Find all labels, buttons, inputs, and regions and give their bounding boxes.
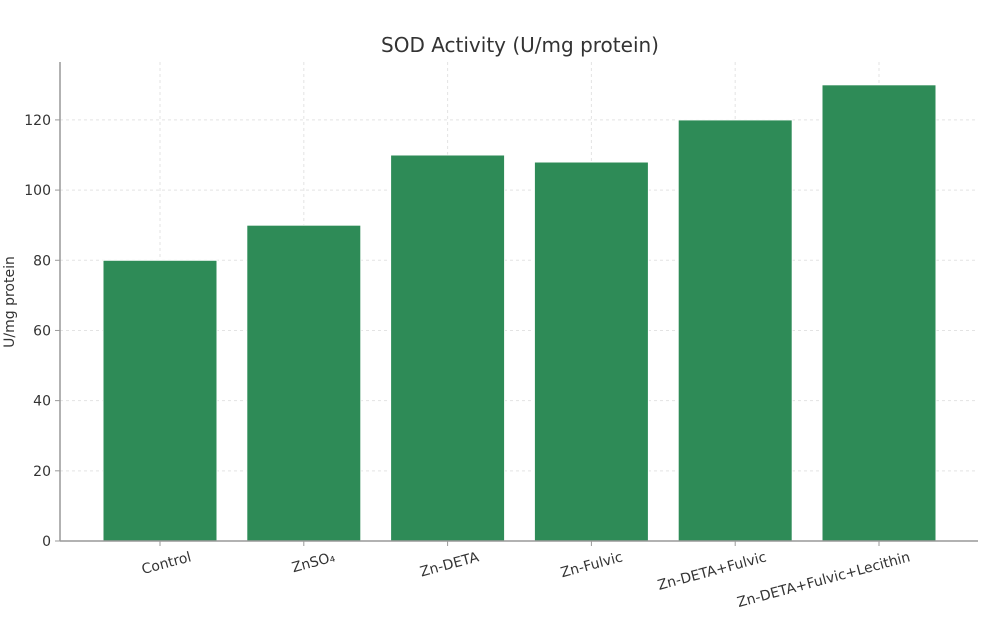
chart-title: SOD Activity (U/mg protein) [381, 33, 659, 57]
x-tick-label: ZnSO₄ [290, 549, 337, 576]
y-tick-label: 120 [24, 113, 51, 129]
y-axis-label: U/mg protein [2, 256, 18, 348]
bar-2 [390, 154, 506, 542]
x-tick-label: Zn-DETA [418, 549, 481, 580]
y-tick-label: 20 [33, 464, 51, 480]
y-axis-ticks: 0 20 40 60 80 100 120 [24, 113, 60, 550]
y-tick-label: 100 [24, 183, 51, 199]
x-tick-label: Zn-DETA+Fulvic [656, 549, 768, 593]
y-tick-label: 0 [42, 534, 51, 550]
y-tick-label: 60 [33, 323, 51, 339]
y-tick-label: 80 [33, 253, 51, 269]
bars [102, 84, 937, 542]
bar-1 [246, 224, 362, 542]
bar-5 [821, 84, 937, 542]
x-tick-label: Control [140, 549, 193, 578]
bar-3 [533, 161, 649, 542]
bar-4 [677, 119, 793, 542]
y-tick-label: 40 [33, 394, 51, 410]
x-tick-label: Zn-Fulvic [559, 549, 624, 581]
bar-0 [102, 259, 218, 542]
x-axis-ticks: Control ZnSO₄ Zn-DETA Zn-Fulvic Zn-DETA+Fulv… [140, 541, 912, 611]
